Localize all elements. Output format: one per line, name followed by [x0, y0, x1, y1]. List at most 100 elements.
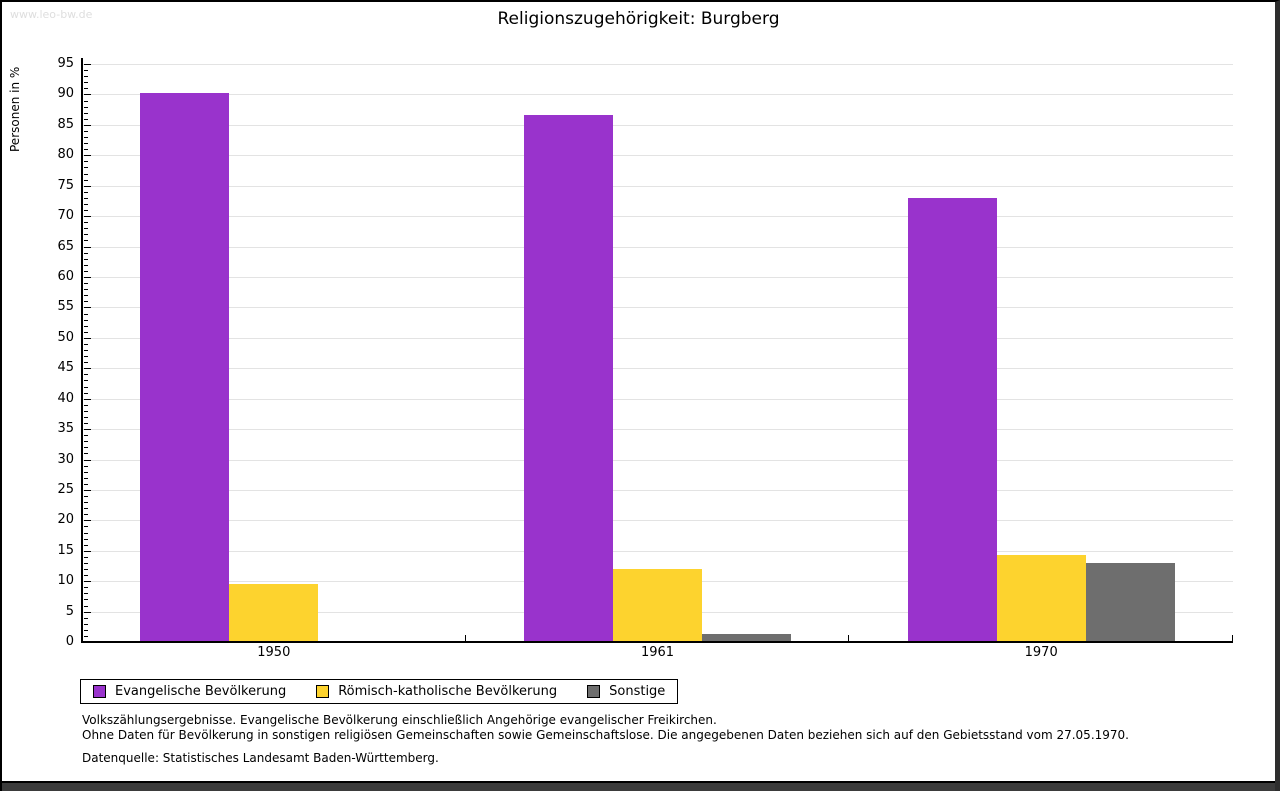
y-minor-tick [84, 386, 88, 388]
y-tick-label: 50 [57, 329, 74, 345]
x-category-label: 1961 [640, 645, 675, 660]
bar-sonstige [702, 634, 791, 642]
y-major-tick [84, 429, 91, 431]
y-minor-tick [84, 380, 88, 382]
y-minor-tick [84, 331, 88, 333]
x-tick [1232, 635, 1233, 642]
y-minor-tick [84, 203, 88, 205]
bar-evangelische-bev-lkerung [524, 114, 613, 642]
y-minor-tick [84, 532, 88, 534]
bar-evangelische-bev-lkerung [907, 197, 997, 642]
y-minor-tick [84, 319, 88, 321]
y-major-tick [84, 489, 91, 491]
y-minor-tick [84, 137, 88, 138]
legend-label: Sonstige [609, 684, 666, 699]
y-minor-tick [84, 240, 88, 242]
x-axis-line [81, 641, 1233, 643]
y-minor-tick [84, 502, 88, 504]
y-minor-tick [84, 295, 88, 297]
chart-title: Religionszugehörigkeit: Burgberg [497, 9, 780, 29]
y-tick-label: 30 [57, 451, 74, 467]
y-minor-tick [84, 453, 88, 455]
window-bottom-frame [2, 781, 1275, 791]
y-tick-label: 90 [57, 86, 74, 102]
legend-swatch-icon [316, 685, 330, 698]
y-minor-tick [84, 362, 88, 364]
y-minor-tick [84, 325, 88, 327]
y-gridline [82, 550, 1233, 552]
y-tick-label: 85 [57, 116, 74, 132]
y-minor-tick [84, 228, 88, 230]
y-minor-tick [84, 173, 88, 175]
y-tick-label: 15 [57, 542, 74, 558]
y-minor-tick [84, 264, 88, 266]
legend-item: Römisch-katholische Bevölkerung [316, 684, 557, 699]
y-minor-tick [84, 587, 88, 589]
y-gridline [82, 155, 1233, 157]
y-major-tick [84, 64, 91, 65]
y-tick-label: 60 [57, 268, 74, 284]
y-axis-title: Personen in % [8, 66, 22, 152]
y-gridline [82, 94, 1233, 96]
y-minor-tick [84, 289, 88, 291]
y-minor-tick [84, 197, 88, 199]
y-tick-label: 35 [57, 421, 74, 437]
y-minor-tick [84, 167, 88, 169]
chart-legend: Evangelische Bevölkerung Römisch-katholis… [80, 679, 679, 704]
y-minor-tick [84, 538, 88, 540]
y-minor-tick [84, 161, 88, 163]
footnote-line: Volkszählungsergebnisse. Evangelische Be… [82, 713, 717, 727]
y-minor-tick [84, 605, 88, 607]
bar-evangelische-bev-lkerung [140, 93, 230, 642]
y-gridline [82, 276, 1233, 278]
y-tick-label: 0 [65, 634, 74, 649]
y-minor-tick [84, 544, 88, 546]
y-major-tick [84, 398, 91, 400]
y-major-tick [84, 124, 91, 126]
y-minor-tick [84, 556, 88, 558]
y-minor-tick [84, 447, 88, 449]
y-minor-tick [84, 593, 88, 595]
x-tick [464, 635, 466, 642]
y-minor-tick [84, 471, 88, 473]
y-minor-tick [84, 416, 88, 418]
y-minor-tick [84, 599, 88, 601]
footnote-line: Ohne Daten für Bevölkerung in sonstigen … [82, 727, 1129, 742]
y-minor-tick [84, 635, 88, 637]
y-major-tick [84, 368, 91, 370]
y-minor-tick [84, 562, 88, 564]
y-major-tick [84, 459, 91, 461]
y-minor-tick [84, 252, 88, 254]
y-minor-tick [84, 100, 88, 102]
x-tick [848, 635, 850, 642]
y-tick-label: 5 [65, 603, 74, 619]
y-major-tick [84, 185, 91, 187]
y-minor-tick [84, 76, 88, 78]
y-minor-tick [84, 477, 88, 479]
y-tick-label: 70 [57, 208, 74, 224]
y-gridline [82, 429, 1233, 431]
bar-sonstige [1085, 562, 1175, 642]
y-minor-tick [84, 301, 88, 303]
y-minor-tick [84, 423, 88, 424]
y-gridline [82, 216, 1233, 218]
watermark: www.leo-bw.de [10, 8, 93, 21]
x-category-label: 1950 [257, 645, 291, 660]
y-gridline [82, 64, 1233, 65]
legend-swatch-icon [93, 685, 106, 698]
y-major-tick [84, 581, 91, 583]
y-minor-tick [84, 623, 88, 625]
y-minor-tick [84, 356, 88, 357]
y-minor-tick [84, 70, 88, 72]
y-major-tick [84, 246, 91, 248]
data-source: Datenquelle: Statistisches Landesamt Bad… [82, 751, 439, 765]
y-tick-label: 40 [57, 390, 74, 406]
y-minor-tick [84, 617, 88, 619]
y-major-tick [84, 307, 91, 309]
y-minor-tick [84, 191, 88, 193]
y-major-tick [84, 550, 91, 552]
y-tick-label: 20 [57, 512, 74, 528]
y-minor-tick [84, 392, 88, 394]
y-gridline [82, 246, 1233, 248]
